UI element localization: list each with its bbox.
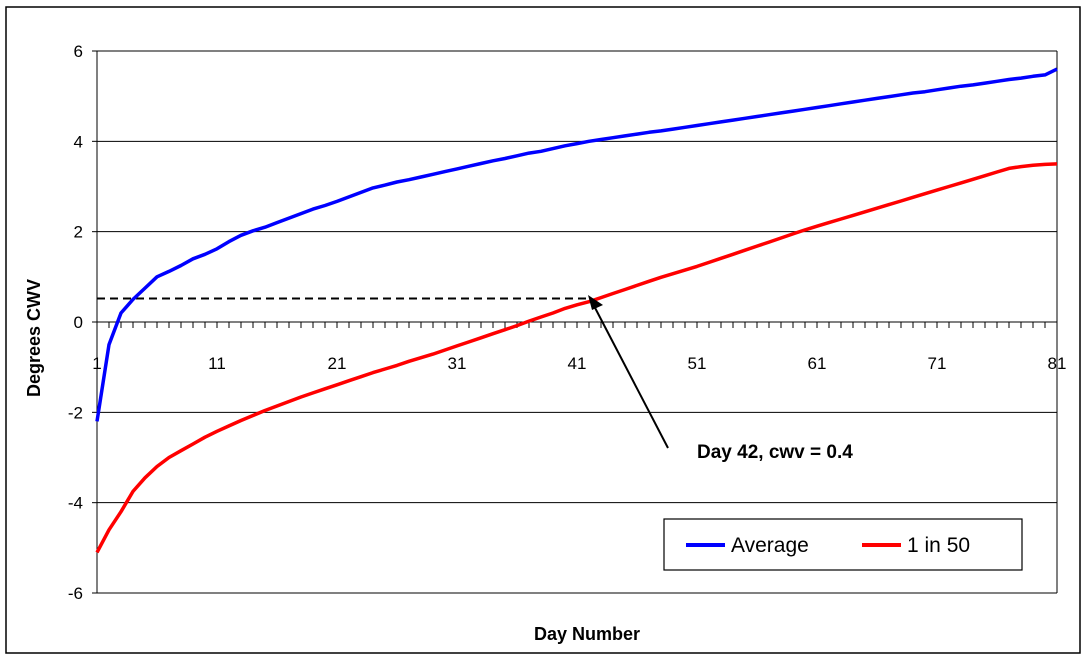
- y-tick-label: 2: [74, 223, 83, 242]
- y-tick-label: -6: [68, 584, 83, 603]
- legend: Average 1 in 50: [663, 518, 1023, 571]
- series-line-average: [95, 67, 1058, 422]
- y-tick-label: -2: [68, 403, 83, 422]
- y-tick-label: 0: [74, 313, 83, 332]
- annotation-arrowhead: [588, 295, 603, 310]
- y-tick-label: -4: [68, 494, 83, 513]
- legend-label-1-in-50: 1 in 50: [907, 534, 970, 557]
- y-axis-title: Degrees CWV: [24, 279, 44, 397]
- x-tick-label: 1: [92, 354, 101, 373]
- legend-label-average: Average: [731, 534, 809, 557]
- x-tick-label: 51: [688, 354, 707, 373]
- y-tick-label: 6: [74, 42, 83, 61]
- x-tick-labels: 1 11 21 31 41 51 61 71 81: [92, 354, 1066, 373]
- x-tick-label: 61: [808, 354, 827, 373]
- x-tick-label: 11: [208, 354, 226, 373]
- x-axis-title: Day Number: [534, 624, 640, 644]
- x-tick-label: 41: [568, 354, 587, 373]
- axes: [92, 50, 1058, 594]
- y-tick-labels: -6 -4 -2 0 2 4 6: [68, 42, 83, 603]
- y-tick-label: 4: [74, 132, 83, 151]
- series-lines: [95, 67, 1058, 554]
- x-tick-label: 71: [928, 354, 947, 373]
- x-tick-label: 81: [1048, 354, 1067, 373]
- annotation-text: Day 42, cwv = 0.4: [697, 442, 853, 463]
- x-tick-label: 31: [448, 354, 467, 373]
- annotation-arrow: [591, 301, 669, 449]
- annotation: Day 42, cwv = 0.4: [588, 295, 853, 463]
- x-tick-label: 21: [328, 354, 347, 373]
- series-line-1-in-50: [95, 162, 1058, 554]
